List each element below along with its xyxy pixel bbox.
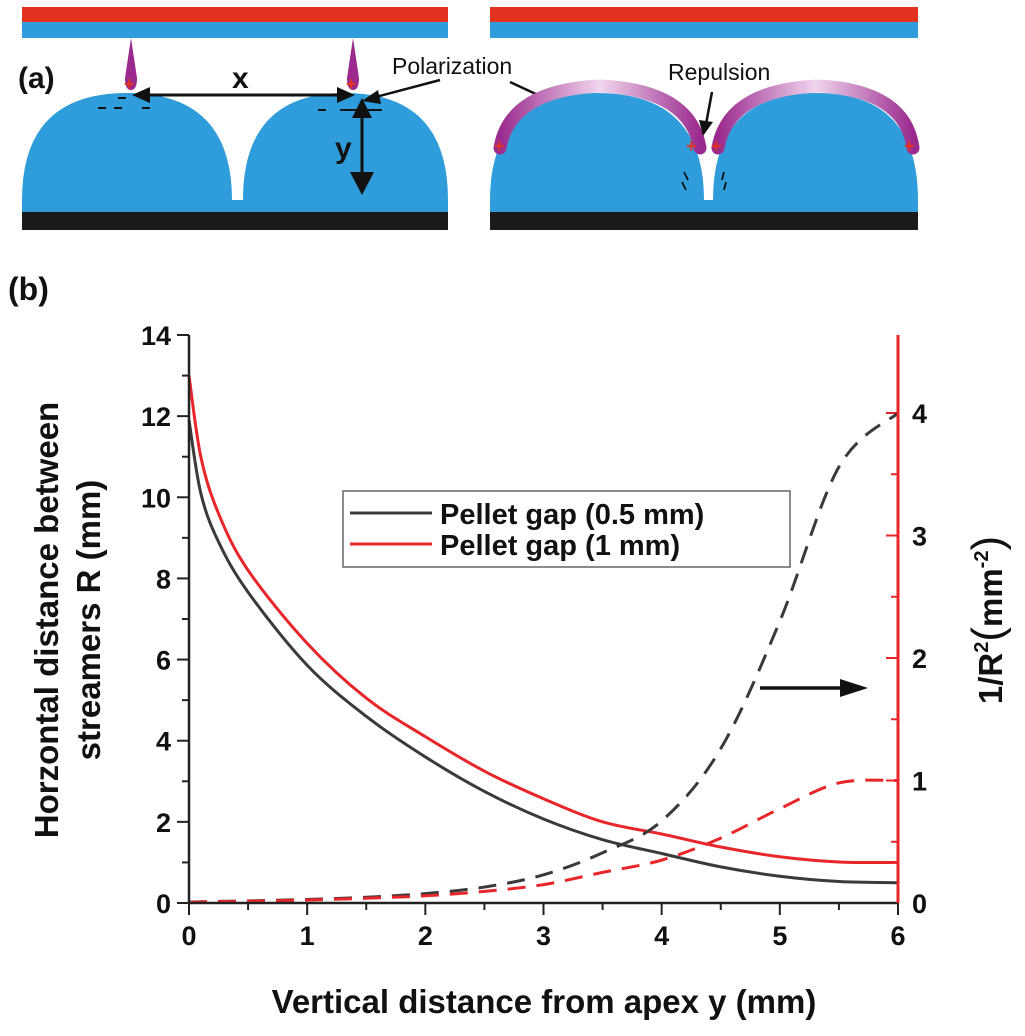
y2-tick-label: 0 (912, 889, 927, 919)
top-electrode-right (490, 7, 918, 22)
y2-tick-label: 4 (912, 399, 927, 429)
y-axis-title-line1: Horzontal distance between (28, 402, 65, 838)
y-tick-label: 6 (156, 646, 171, 676)
y2-axis-title: 1/R2(mm-2) (963, 536, 1012, 704)
x-tick-label: 1 (300, 921, 315, 951)
svg-text:+: + (686, 136, 697, 156)
x-tick-label: 2 (418, 921, 433, 951)
y-tick-label: 0 (156, 889, 171, 919)
x-tick-label: 6 (890, 921, 905, 951)
plus-charges: + + + + (494, 136, 915, 156)
polarization-label: Polarization (392, 53, 512, 79)
x-distance-arrow (132, 87, 355, 103)
streamer-icon (347, 38, 359, 90)
y-axis-ticks: 0 2 4 6 8 10 12 14 (141, 321, 189, 919)
series-line-0-solid (187, 419, 899, 885)
diagram-panel-a: + + x y (a) Polarization (18, 7, 920, 230)
y-tick-label: 8 (156, 564, 171, 594)
top-dielectric-left (22, 22, 448, 38)
top-dielectric-right (490, 22, 918, 38)
surface-streamer-icon (493, 79, 707, 155)
x-tick-label: 0 (181, 921, 196, 951)
x-axis-ticks: 0 1 2 3 4 5 6 (181, 903, 906, 951)
y2-tick-label: 3 (912, 522, 927, 552)
y-distance-arrow (350, 98, 374, 195)
negative-charges (98, 97, 382, 111)
series-line-1-solid (187, 375, 899, 865)
x-tick-label: 5 (772, 921, 787, 951)
x-label: x (232, 62, 249, 95)
y-axis-title-line2: streamers R (mm) (70, 480, 107, 761)
streamer-icon (125, 38, 137, 90)
y-tick-label: 2 (156, 808, 171, 838)
pellet-right (490, 93, 918, 212)
y-tick-label: 14 (141, 321, 171, 351)
svg-text:+: + (904, 136, 915, 156)
x-tick-label: 4 (654, 921, 669, 951)
series-line-2-dashed (188, 411, 900, 904)
series-group (187, 375, 900, 904)
y-tick-label: 10 (141, 483, 171, 513)
legend-box (342, 490, 791, 568)
x-tick-label: 3 (536, 921, 551, 951)
y-tick-label: 12 (141, 402, 171, 432)
repulsion-arrow (699, 91, 714, 136)
pellet-left-1 (22, 93, 448, 212)
negative-charges (681, 171, 727, 191)
y2-tick-label: 2 (912, 644, 927, 674)
y2-tick-label: 1 (912, 767, 927, 797)
y-tick-label: 4 (156, 727, 171, 757)
legend: Pellet gap (0.5 mm) Pellet gap (1 mm) (342, 490, 791, 568)
series-line-3-dashed (188, 778, 899, 904)
plus-charge: + (346, 74, 357, 94)
ground-electrode-left (22, 212, 448, 230)
repulsion-label: Repulsion (668, 59, 770, 85)
legend-entry-1: Pellet gap (1 mm) (440, 530, 680, 562)
svg-text:+: + (494, 136, 505, 156)
surface-streamer-icon (711, 79, 920, 155)
y2-axis-ticks: 0 1 2 3 4 (886, 399, 927, 919)
x-axis-title: Vertical distance from apex y (mm) (272, 983, 817, 1020)
ground-electrode-right (490, 212, 918, 230)
legend-entry-0: Pellet gap (0.5 mm) (440, 499, 704, 531)
svg-text:+: + (711, 136, 722, 156)
panel-label-a: (a) (18, 62, 55, 95)
top-electrode-left (22, 7, 448, 22)
plus-charge: + (124, 74, 135, 94)
right-axis-arrow (760, 679, 868, 697)
y-label: y (335, 132, 352, 165)
panel-label-b: (b) (8, 271, 49, 307)
